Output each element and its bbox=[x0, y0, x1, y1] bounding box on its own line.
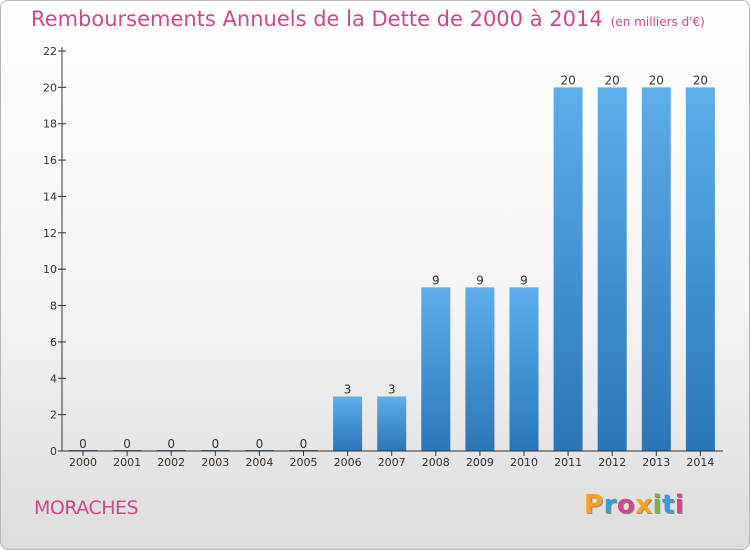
y-tick-label: 16 bbox=[43, 154, 57, 167]
bar-2008 bbox=[421, 287, 451, 451]
data-label-2011: 20 bbox=[560, 73, 575, 87]
data-label-2010: 9 bbox=[520, 273, 528, 287]
x-tick-label-2003: 2003 bbox=[201, 456, 229, 469]
proxiti-logo[interactable]: Proxiti bbox=[584, 490, 684, 520]
logo-letter: r bbox=[603, 490, 617, 520]
data-label-2012: 20 bbox=[605, 73, 620, 87]
x-tick-label-2009: 2009 bbox=[466, 456, 494, 469]
logo-letter: i bbox=[652, 490, 662, 520]
logo-letter: x bbox=[635, 490, 653, 520]
logo-letter: i bbox=[674, 490, 685, 520]
data-label-2013: 20 bbox=[649, 73, 664, 87]
x-tick-label-2011: 2011 bbox=[554, 456, 582, 469]
data-label-2000: 0 bbox=[79, 437, 87, 451]
logo-letter: o bbox=[616, 490, 636, 520]
data-label-2004: 0 bbox=[256, 437, 264, 451]
data-label-2001: 0 bbox=[123, 437, 131, 451]
y-tick-label: 22 bbox=[43, 45, 57, 58]
y-tick-label: 6 bbox=[50, 336, 57, 349]
bar-2011 bbox=[553, 87, 583, 451]
bars-group bbox=[68, 87, 715, 451]
bar-2006 bbox=[333, 396, 363, 451]
x-tick-label-2006: 2006 bbox=[334, 456, 362, 469]
y-tick-label: 10 bbox=[43, 263, 57, 276]
x-tick-label-2004: 2004 bbox=[245, 456, 273, 469]
bar-2013 bbox=[641, 87, 671, 451]
x-tick-label-2013: 2013 bbox=[642, 456, 670, 469]
y-tick-label: 12 bbox=[43, 227, 57, 240]
bar-2010 bbox=[509, 287, 539, 451]
bar-2007 bbox=[377, 396, 407, 451]
x-tick-label-2014: 2014 bbox=[686, 456, 714, 469]
y-tick-label: 0 bbox=[50, 445, 57, 458]
data-label-2003: 0 bbox=[211, 437, 219, 451]
y-tick-label: 18 bbox=[43, 118, 57, 131]
commune-name: MORACHES bbox=[34, 497, 139, 519]
logo-letter: P bbox=[584, 490, 604, 520]
data-label-2007: 3 bbox=[388, 382, 396, 396]
logo-letter: t bbox=[661, 490, 675, 520]
chart-title: Remboursements Annuels de la Dette de 20… bbox=[31, 7, 705, 31]
bar-2014 bbox=[685, 87, 715, 451]
data-label-2014: 20 bbox=[693, 73, 708, 87]
x-tick-label-2001: 2001 bbox=[113, 456, 141, 469]
y-tick-label: 2 bbox=[50, 409, 57, 422]
data-label-2002: 0 bbox=[167, 437, 175, 451]
y-tick-label: 20 bbox=[43, 81, 57, 94]
x-tick-label-2008: 2008 bbox=[422, 456, 450, 469]
y-tick-label: 8 bbox=[50, 300, 57, 313]
data-label-2009: 9 bbox=[476, 273, 484, 287]
chart-unit: (en milliers d'€) bbox=[610, 15, 705, 29]
axes-group: 0246810121416182022020000200102002020030… bbox=[43, 45, 723, 469]
y-tick-label: 4 bbox=[50, 372, 57, 385]
x-tick-label-2010: 2010 bbox=[510, 456, 538, 469]
chart-title-text: Remboursements Annuels de la Dette de 20… bbox=[31, 7, 603, 31]
bar-2009 bbox=[465, 287, 495, 451]
data-label-2005: 0 bbox=[300, 437, 308, 451]
x-tick-label-2002: 2002 bbox=[157, 456, 185, 469]
y-tick-label: 14 bbox=[43, 190, 57, 203]
data-label-2006: 3 bbox=[344, 382, 352, 396]
x-tick-label-2007: 2007 bbox=[378, 456, 406, 469]
x-tick-label-2005: 2005 bbox=[290, 456, 318, 469]
bar-2012 bbox=[597, 87, 627, 451]
data-label-2008: 9 bbox=[432, 273, 440, 287]
x-tick-label-2000: 2000 bbox=[69, 456, 97, 469]
x-tick-label-2012: 2012 bbox=[598, 456, 626, 469]
